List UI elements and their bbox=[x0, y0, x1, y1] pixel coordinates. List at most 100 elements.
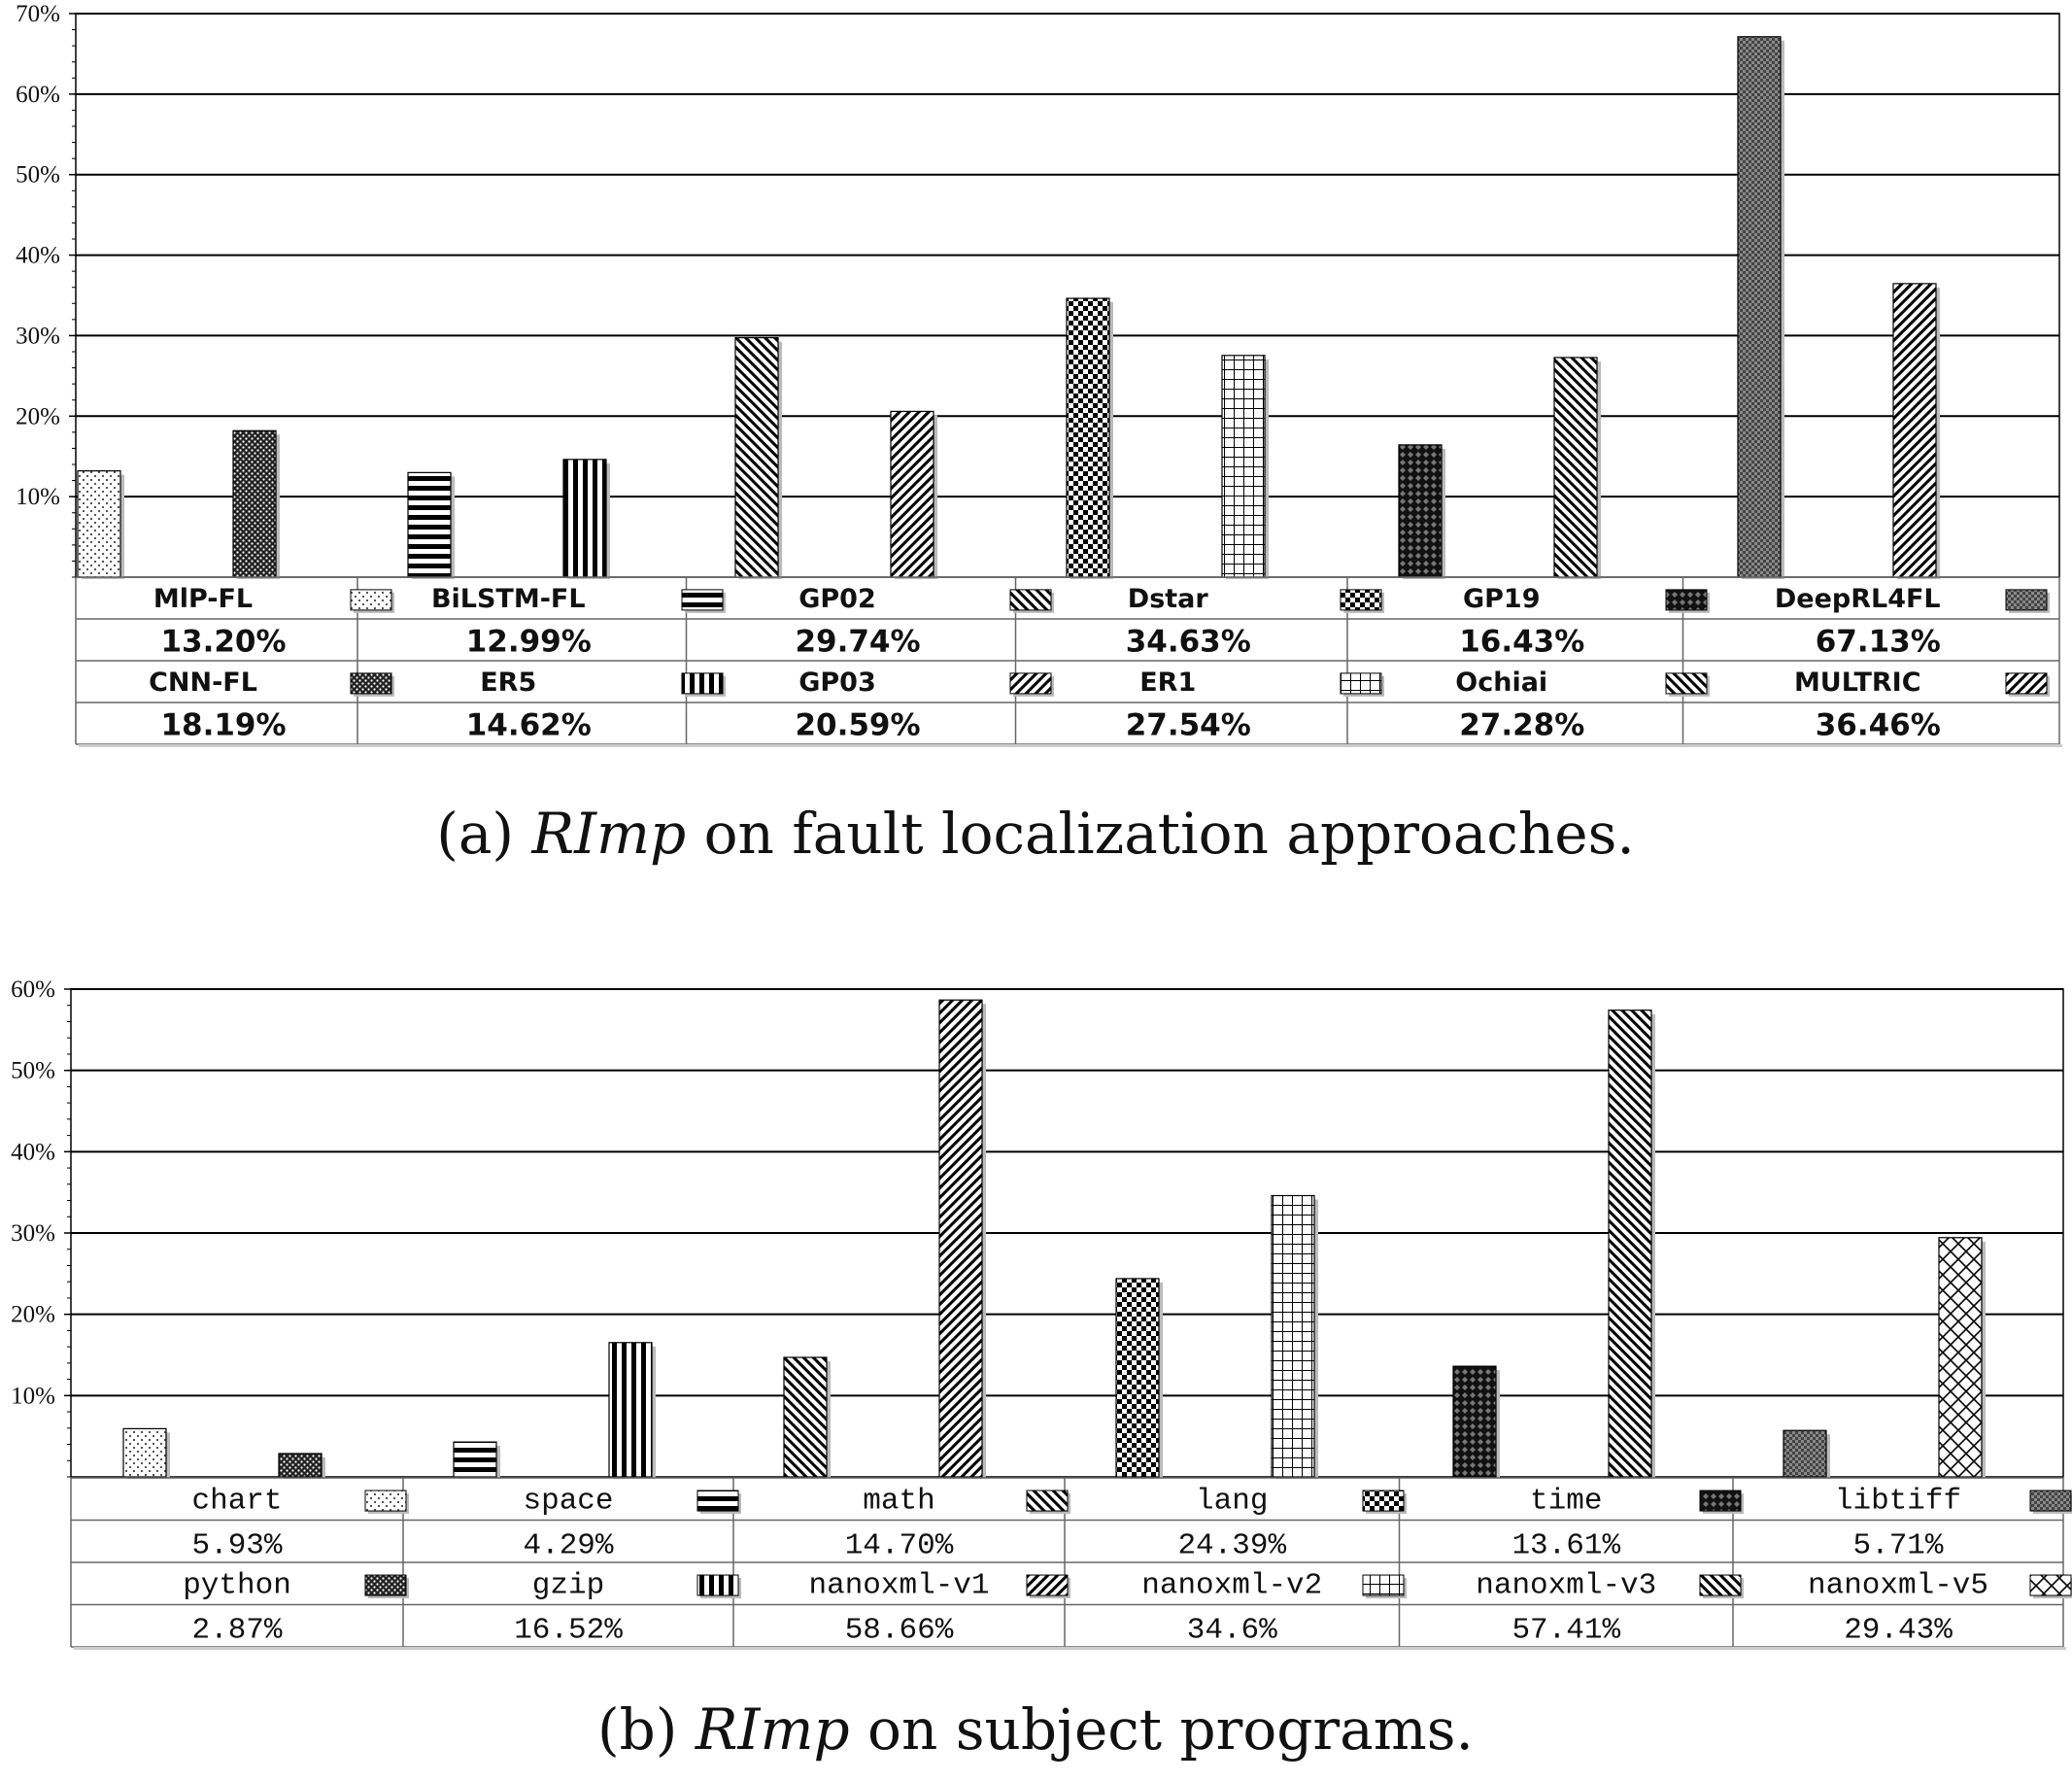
bar-nanoxml-v5 bbox=[1938, 1237, 1983, 1478]
legend-label-DeepRL4FL: DeepRL4FL bbox=[1775, 584, 1941, 614]
data-label-chart: 5.93% bbox=[191, 1528, 282, 1562]
chart-a: 10% 20% 30% 40% 50% 60% 70% MlP-FL 13.20% CNN-FL 1… bbox=[16, 1, 2062, 867]
legend-label-space: space bbox=[523, 1484, 613, 1518]
data-label-ER1: 27.54% bbox=[1126, 708, 1251, 743]
bar-python bbox=[278, 1453, 323, 1478]
bar-Ochiai bbox=[1553, 357, 1598, 578]
data-label-BiLSTM-FL: 12.99% bbox=[466, 625, 592, 660]
data-label-GP19: 16.43% bbox=[1459, 625, 1584, 660]
bar-DeepRL4FL bbox=[1737, 36, 1782, 578]
legend-label-math: math bbox=[863, 1484, 934, 1518]
legend-label-python: python bbox=[183, 1568, 291, 1602]
bar-time bbox=[1452, 1365, 1497, 1478]
y-tick-label: 60% bbox=[16, 82, 60, 108]
legend-label-libtiff: libtiff bbox=[1835, 1484, 1961, 1518]
legend-swatch-lang bbox=[1362, 1490, 1405, 1512]
y-tick-label: 10% bbox=[16, 484, 60, 510]
bar-ER5 bbox=[562, 459, 607, 578]
chart-b: 10% 20% 30% 40% 50% 60% chart 5.93% python 2.87% s… bbox=[11, 976, 2072, 1763]
data-label-DeepRL4FL: 67.13% bbox=[1816, 625, 1941, 660]
bar-CNN-FL bbox=[232, 429, 277, 578]
bar-libtiff bbox=[1783, 1429, 1827, 1478]
legend-label-gzip: gzip bbox=[532, 1568, 604, 1602]
legend-swatch-gzip bbox=[696, 1574, 739, 1596]
data-label-gzip: 16.52% bbox=[514, 1613, 623, 1647]
bar-lang bbox=[1115, 1278, 1160, 1478]
legend-label-nanoxml-v5: nanoxml-v5 bbox=[1808, 1568, 1988, 1602]
legend-swatch-GP02 bbox=[1009, 589, 1052, 611]
data-label-libtiff: 5.71% bbox=[1852, 1528, 1943, 1562]
legend-label-lang: lang bbox=[1196, 1484, 1268, 1518]
bar-nanoxml-v1 bbox=[938, 999, 983, 1478]
legend-label-MlP-FL: MlP-FL bbox=[153, 584, 253, 614]
legend-swatch-chart bbox=[364, 1490, 407, 1512]
bar-GP03 bbox=[890, 410, 934, 578]
legend-label-MULTRIC: MULTRIC bbox=[1794, 668, 1921, 698]
legend-label-GP19: GP19 bbox=[1463, 584, 1541, 614]
data-label-MULTRIC: 36.46% bbox=[1816, 708, 1941, 743]
legend-swatch-nanoxml-v2 bbox=[1362, 1574, 1405, 1596]
legend-swatch-ER1 bbox=[1340, 672, 1382, 695]
bar-ER1 bbox=[1221, 355, 1266, 578]
data-label-time: 13.61% bbox=[1512, 1528, 1620, 1562]
bar-MULTRIC bbox=[1892, 283, 1937, 578]
y-tick-label: 30% bbox=[16, 323, 60, 349]
bar-GP19 bbox=[1398, 444, 1443, 578]
y-tick-label: 50% bbox=[11, 1058, 55, 1084]
y-tick-label: 50% bbox=[16, 162, 60, 188]
data-label-ER5: 14.62% bbox=[466, 708, 592, 743]
legend-swatch-nanoxml-v1 bbox=[1026, 1574, 1069, 1596]
legend-swatch-time bbox=[1699, 1490, 1742, 1512]
data-label-GP03: 20.59% bbox=[795, 708, 920, 743]
y-tick-label: 40% bbox=[11, 1139, 55, 1165]
legend-label-nanoxml-v1: nanoxml-v1 bbox=[808, 1568, 989, 1602]
data-label-GP02: 29.74% bbox=[795, 625, 920, 660]
legend-swatch-Dstar bbox=[1340, 589, 1382, 611]
caption: (b) RImp on subject programs. bbox=[597, 1696, 1474, 1763]
legend-swatch-python bbox=[364, 1574, 407, 1596]
bar-gzip bbox=[608, 1342, 653, 1478]
legend-swatch-GP03 bbox=[1009, 672, 1052, 695]
bar-GP02 bbox=[734, 336, 779, 578]
legend-swatch-Ochiai bbox=[1665, 672, 1708, 695]
legend-label-BiLSTM-FL: BiLSTM-FL bbox=[431, 584, 586, 614]
data-label-nanoxml-v2: 34.6% bbox=[1187, 1613, 1277, 1647]
plot-frame bbox=[70, 988, 2064, 1478]
bar-chart bbox=[122, 1427, 167, 1478]
data-label-Ochiai: 27.28% bbox=[1459, 708, 1584, 743]
legend-swatch-GP19 bbox=[1665, 589, 1708, 611]
y-tick-label: 10% bbox=[11, 1383, 55, 1409]
data-label-nanoxml-v3: 57.41% bbox=[1512, 1613, 1620, 1647]
legend-label-ER5: ER5 bbox=[480, 668, 536, 698]
legend-label-Ochiai: Ochiai bbox=[1455, 668, 1547, 698]
data-label-Dstar: 34.63% bbox=[1126, 625, 1251, 660]
legend-label-GP03: GP03 bbox=[798, 668, 876, 698]
bar-math bbox=[783, 1356, 828, 1478]
bar-space bbox=[453, 1441, 497, 1478]
y-tick-label: 30% bbox=[11, 1220, 55, 1247]
legend-label-ER1: ER1 bbox=[1139, 668, 1196, 698]
legend-swatch-CNN-FL bbox=[350, 672, 392, 695]
legend-swatch-math bbox=[1026, 1490, 1069, 1512]
legend-swatch-ER5 bbox=[681, 672, 724, 695]
legend-label-chart: chart bbox=[191, 1484, 282, 1518]
legend-swatch-DeepRL4FL bbox=[2005, 589, 2048, 611]
legend-label-CNN-FL: CNN-FL bbox=[149, 668, 257, 698]
y-tick-label: 40% bbox=[16, 243, 60, 269]
data-label-nanoxml-v1: 58.66% bbox=[845, 1613, 954, 1647]
legend-swatch-nanoxml-v3 bbox=[1699, 1574, 1742, 1596]
caption: (a) RImp on fault localization approache… bbox=[436, 801, 1635, 867]
data-label-math: 14.70% bbox=[845, 1528, 954, 1562]
y-tick-label: 20% bbox=[11, 1302, 55, 1328]
bar-nanoxml-v2 bbox=[1271, 1194, 1315, 1478]
bar-nanoxml-v3 bbox=[1608, 1010, 1652, 1478]
data-label-nanoxml-v5: 29.43% bbox=[1844, 1613, 1953, 1647]
legend-label-time: time bbox=[1530, 1484, 1602, 1518]
data-label-python: 2.87% bbox=[191, 1613, 282, 1647]
y-tick-label: 60% bbox=[11, 976, 55, 1003]
legend-label-Dstar: Dstar bbox=[1128, 584, 1209, 614]
data-label-space: 4.29% bbox=[523, 1528, 613, 1562]
legend-label-GP02: GP02 bbox=[798, 584, 876, 614]
y-tick-label: 70% bbox=[16, 1, 60, 27]
